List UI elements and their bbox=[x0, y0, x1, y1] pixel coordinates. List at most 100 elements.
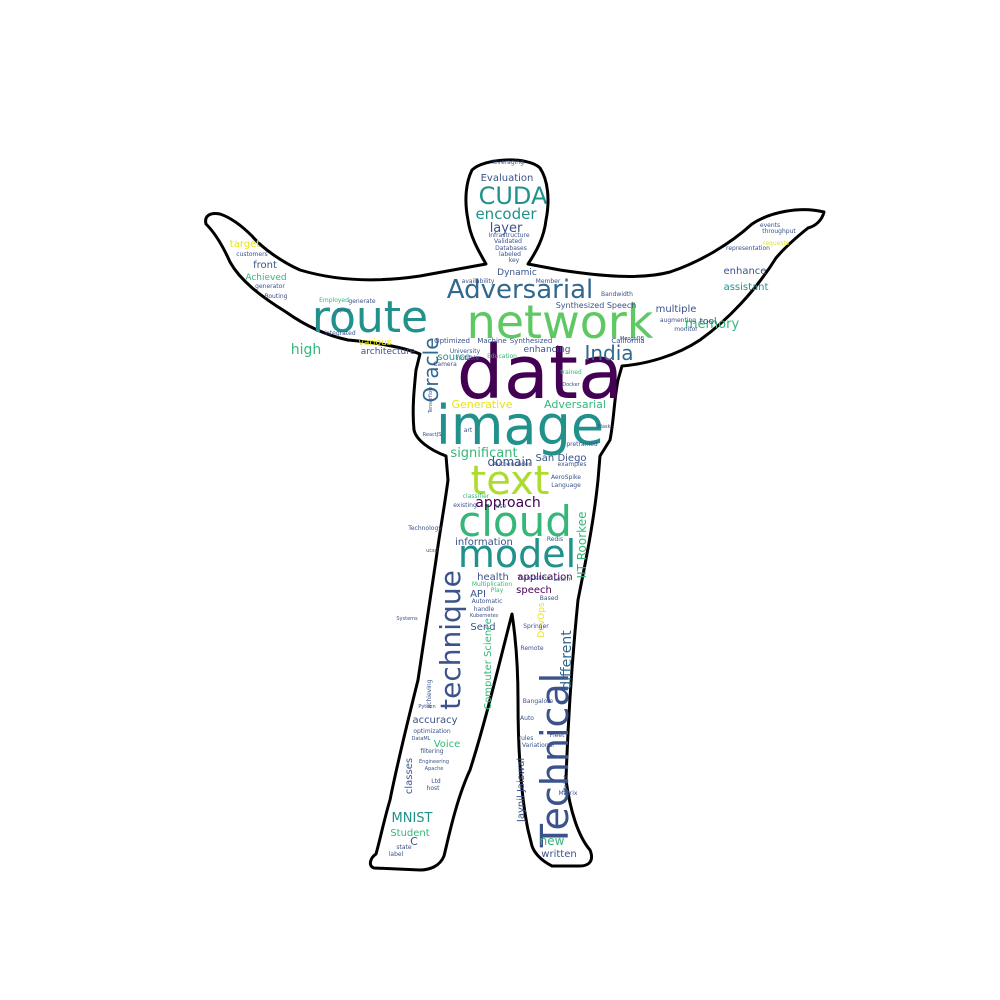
cloud-word: front bbox=[253, 260, 277, 271]
cloud-word: API bbox=[470, 589, 486, 600]
cloud-word: Jaynil Jaiswal bbox=[516, 758, 527, 823]
cloud-word: ucsd bbox=[426, 548, 438, 554]
cloud-word: optimization bbox=[413, 728, 451, 735]
cloud-word: events bbox=[760, 222, 780, 229]
cloud-word: requests bbox=[763, 240, 789, 247]
cloud-word: Springer bbox=[523, 623, 549, 630]
cloud-word: India bbox=[584, 341, 633, 365]
cloud-word: Validated bbox=[494, 238, 522, 245]
cloud-word: architecture bbox=[361, 347, 416, 357]
cloud-word: Flask bbox=[598, 424, 611, 430]
cloud-word: Databases bbox=[495, 245, 527, 252]
cloud-word: representation bbox=[726, 245, 770, 252]
cloud-word: enhancing bbox=[523, 345, 570, 355]
cloud-word: Systems bbox=[396, 616, 418, 622]
cloud-word: significant bbox=[450, 446, 517, 461]
cloud-word: Bangalore bbox=[523, 698, 554, 705]
cloud-word: Education bbox=[487, 353, 517, 360]
cloud-word: Automatic bbox=[472, 598, 503, 605]
cloud-word: various bbox=[359, 338, 392, 348]
cloud-word: Docker bbox=[562, 382, 580, 388]
cloud-word: Camera bbox=[433, 361, 457, 368]
cloud-word: target bbox=[230, 239, 260, 250]
cloud-word: Technology bbox=[407, 525, 442, 532]
cloud-word: Employed bbox=[319, 297, 349, 304]
cloud-word: Bandwidth bbox=[601, 291, 633, 298]
cloud-word: Technical bbox=[533, 673, 577, 849]
cloud-word: Evaluation bbox=[481, 173, 534, 184]
cloud-word: domain bbox=[488, 455, 533, 469]
cloud-word: filtering bbox=[420, 748, 443, 755]
cloud-word: Machine bbox=[477, 337, 506, 345]
cloud-word: Routing bbox=[264, 293, 287, 300]
cloud-word: label bbox=[389, 851, 404, 858]
cloud-word: Synthesized bbox=[510, 337, 553, 345]
cloud-word: Learn bbox=[554, 576, 571, 583]
cloud-word: speech bbox=[516, 585, 552, 596]
cloud-word: customers bbox=[236, 251, 267, 258]
cloud-word: technique bbox=[434, 570, 467, 710]
cloud-word: Achieved bbox=[245, 273, 286, 283]
cloud-word: monitor bbox=[674, 326, 698, 333]
cloud-word: trained bbox=[560, 369, 582, 376]
cloud-word: throughput bbox=[762, 228, 796, 235]
cloud-word: data bbox=[457, 330, 624, 416]
cloud-word: Autoencoder bbox=[493, 461, 532, 468]
cloud-word: Computer Science bbox=[483, 618, 494, 710]
cloud-word: Remote bbox=[520, 645, 543, 652]
cloud-word: Ltd bbox=[431, 778, 441, 785]
cloud-word: Based bbox=[540, 595, 559, 602]
cloud-word: CUDA bbox=[479, 182, 548, 210]
cloud-word: Variational bbox=[522, 742, 554, 749]
cloud-word: University bbox=[450, 348, 481, 355]
cloud-word: layer bbox=[490, 221, 523, 236]
cloud-word: Adversarial bbox=[447, 275, 593, 305]
cloud-word: C bbox=[410, 835, 418, 848]
cloud-word: handle bbox=[474, 606, 495, 613]
cloud-word: generator bbox=[255, 283, 285, 290]
cloud-word: Voice bbox=[434, 739, 461, 750]
cloud-word: San Diego bbox=[535, 453, 586, 464]
cloud-word: approach bbox=[475, 495, 541, 511]
cloud-word: enhance bbox=[724, 266, 767, 277]
cloud-word: key bbox=[509, 257, 520, 264]
cloud-word: state bbox=[396, 844, 412, 851]
cloud-word: high bbox=[291, 342, 322, 358]
cloud-word: Engineering bbox=[419, 759, 449, 765]
cloud-word: Synthesized Speech bbox=[556, 301, 637, 310]
cloud-word: examples bbox=[558, 461, 587, 468]
cloud-word: Tensorflow bbox=[428, 387, 434, 414]
cloud-word: Member bbox=[536, 278, 561, 285]
cloud-word: generate bbox=[348, 298, 375, 305]
cloud-word: Send bbox=[470, 622, 495, 633]
cloud-word: classes bbox=[404, 758, 415, 794]
cloud-word: leveraging bbox=[492, 159, 524, 166]
cloud-word: Kubernetes bbox=[470, 613, 499, 619]
cloud-word: information bbox=[455, 537, 513, 548]
cloud-word: different bbox=[559, 630, 575, 690]
cloud-word: assistant bbox=[724, 282, 769, 293]
cloud-word: host bbox=[427, 785, 441, 792]
cloud-word: achieving bbox=[426, 679, 433, 708]
cloud-word: Oracle bbox=[419, 337, 443, 402]
cloud-word: pretrained bbox=[566, 441, 597, 448]
cloud-word: existing bbox=[453, 502, 477, 509]
cloud-word: Apache bbox=[425, 766, 444, 772]
cloud-word: integrated bbox=[324, 330, 356, 337]
cloud-word: Dynamic bbox=[497, 268, 537, 278]
cloud-word: Matrix bbox=[559, 790, 578, 797]
cloud-word: Infrastructure bbox=[488, 232, 529, 239]
cloud-word: application bbox=[517, 572, 572, 583]
cloud-word: Fleet bbox=[550, 732, 566, 739]
cloud-word: Generative bbox=[452, 398, 513, 411]
cloud-word: Play bbox=[491, 587, 504, 594]
cloud-word: cloud bbox=[458, 497, 572, 546]
cloud-word: Python bbox=[418, 704, 435, 710]
cloud-word: multiple bbox=[656, 304, 697, 315]
cloud-word: Student bbox=[390, 828, 429, 839]
cloud-word: ReactJS bbox=[423, 432, 442, 438]
cloud-word: notable bbox=[457, 355, 480, 362]
cloud-word: efficient bbox=[563, 775, 569, 795]
cloud-word: art bbox=[464, 427, 473, 434]
